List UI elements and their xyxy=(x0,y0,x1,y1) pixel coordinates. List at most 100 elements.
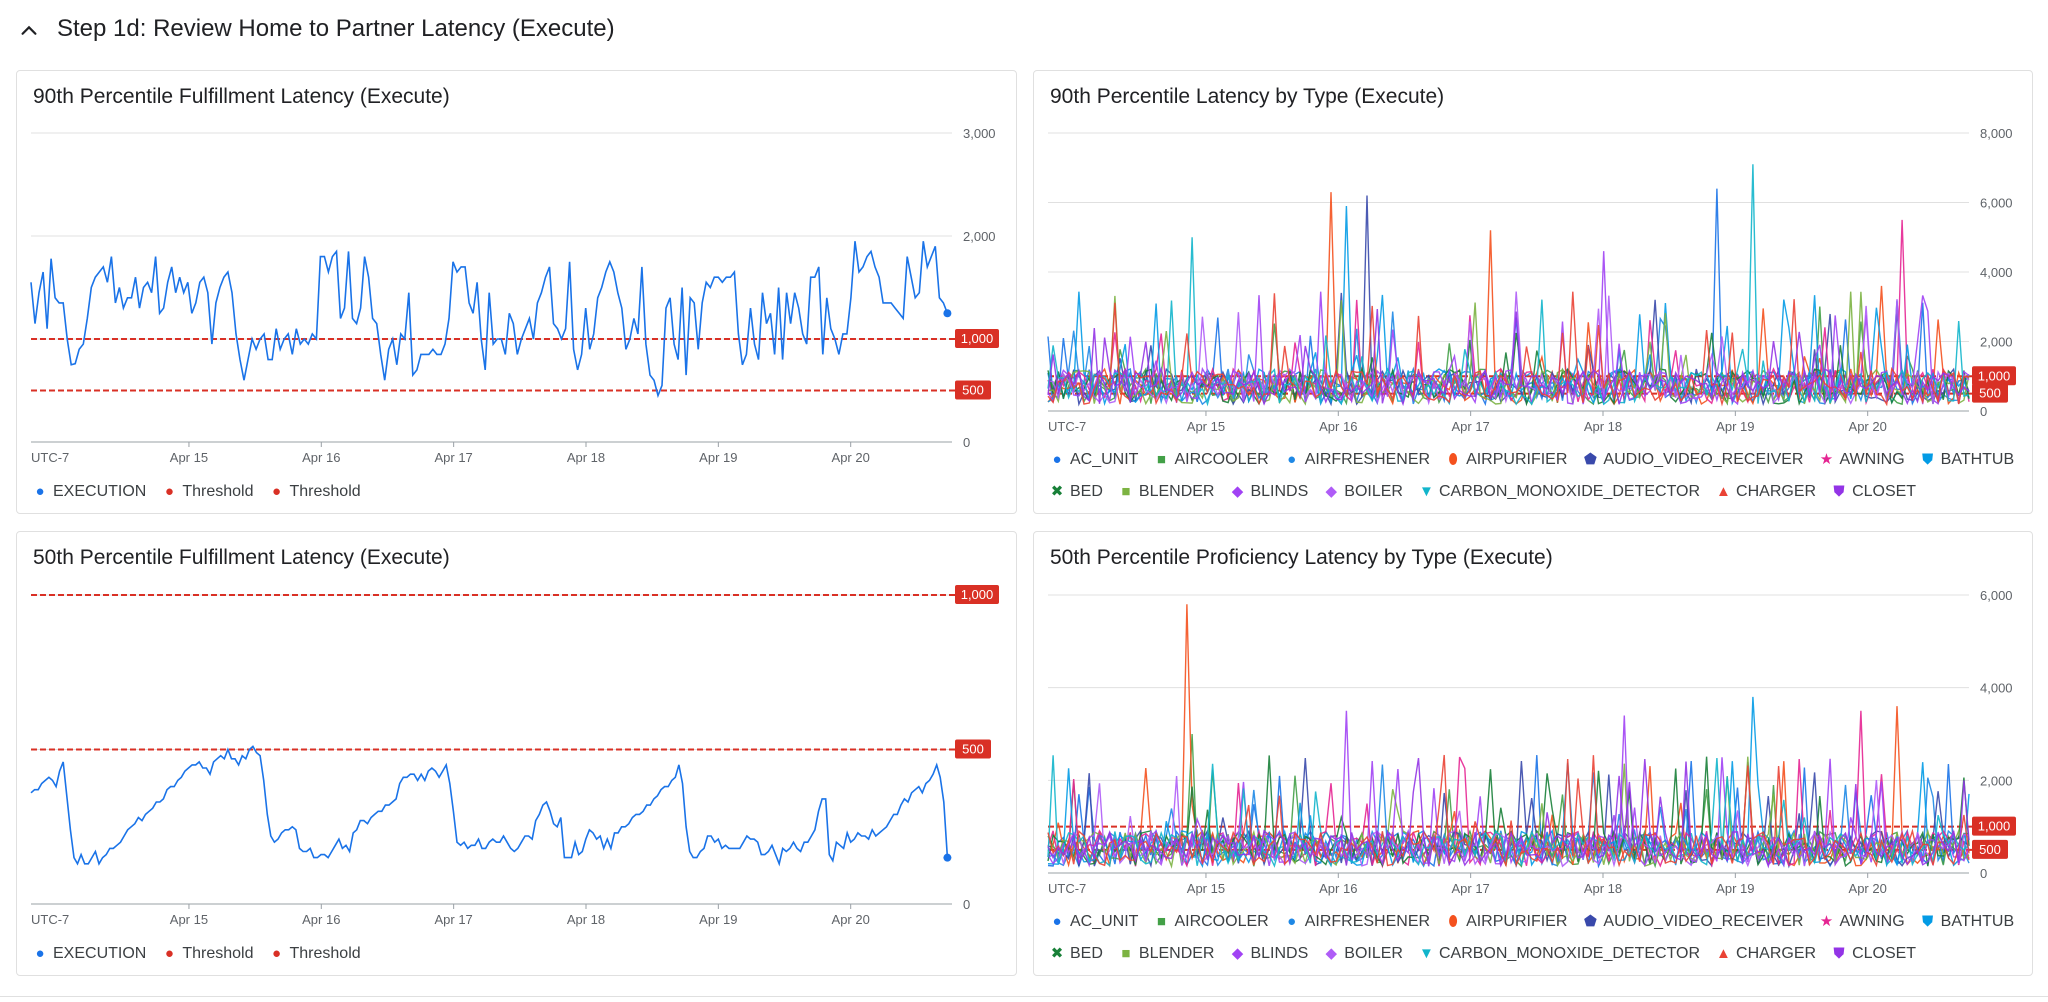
threshold-label: 1,000 xyxy=(961,587,994,602)
legend-item[interactable]: ▼ CARBON_MONOXIDE_DETECTOR xyxy=(1419,483,1700,501)
legend-item[interactable]: ▲ CHARGER xyxy=(1716,945,1816,963)
triangle-up-icon: ▲ xyxy=(1716,945,1731,962)
legend-item[interactable]: ⛊ BATHTUB xyxy=(1921,451,2014,469)
threshold-badge xyxy=(1972,816,2016,836)
legend-item[interactable]: ● AIRFRESHENER xyxy=(1285,451,1430,469)
y-tick-label: 0 xyxy=(963,897,970,912)
circle-icon: ● xyxy=(271,945,282,962)
chart-plot[interactable]: 1,000 500 0 UTC-7 Apr 15 Apr 16 Apr 17 Apr 18 Ap… xyxy=(17,532,1018,977)
y-tick-label: 8,000 xyxy=(1980,126,2013,141)
legend-item[interactable]: ⬮ AIRPURIFIER xyxy=(1446,913,1567,931)
square-icon: ■ xyxy=(1156,913,1166,930)
legend-item[interactable]: ● AC_UNIT xyxy=(1050,451,1138,469)
legend-item[interactable]: ■ BLENDER xyxy=(1119,945,1214,963)
legend-item[interactable]: ● Threshold xyxy=(270,483,361,501)
legend-item[interactable]: ◆ BOILER xyxy=(1324,945,1403,963)
chart-card-p50-fulfillment: 50th Percentile Fulfillment Latency (Exe… xyxy=(16,531,1017,976)
legend-item[interactable]: ◆ BLINDS xyxy=(1230,483,1309,501)
x-tick-label: Apr 18 xyxy=(1584,419,1622,434)
chart-card-p50-by-type: 50th Percentile Proficiency Latency by T… xyxy=(1033,531,2033,976)
shield-icon: ⛊ xyxy=(1833,945,1845,962)
x-tick-label: Apr 20 xyxy=(832,912,870,927)
chart-legend-row-1: ● AC_UNIT ■ AIRCOOLER ● AIRFRESHENER ⬮ AIRPURIF… xyxy=(1050,451,2030,469)
legend-item[interactable]: ● EXECUTION xyxy=(33,483,146,501)
legend-item[interactable]: ● AC_UNIT xyxy=(1050,913,1138,931)
legend-item[interactable]: ● Threshold xyxy=(270,945,361,963)
x-tick-label: Apr 15 xyxy=(1187,419,1225,434)
divider xyxy=(0,996,2048,997)
x-tick-label: Apr 16 xyxy=(302,450,340,465)
threshold-badge xyxy=(1972,366,2016,386)
legend-item[interactable]: ■ AIRCOOLER xyxy=(1154,913,1269,931)
circle-icon: ● xyxy=(1052,451,1062,468)
series-line-execution xyxy=(30,241,949,399)
threshold-badge xyxy=(1972,839,2008,859)
chart-plot[interactable]: 8,000 6,000 4,000 2,000 0 UTC-7 Apr 15 Apr 16 Ap… xyxy=(1034,71,2034,515)
legend-item[interactable]: ● AIRFRESHENER xyxy=(1285,913,1430,931)
x-timezone-label: UTC-7 xyxy=(1048,419,1086,434)
legend-label: EXECUTION xyxy=(53,945,147,962)
legend-label: AC_UNIT xyxy=(1070,451,1139,468)
y-tick-label: 3,000 xyxy=(963,126,996,141)
circle-icon: ● xyxy=(1287,913,1297,930)
diamond-icon: ◆ xyxy=(1325,483,1338,500)
shield-icon: ⛊ xyxy=(1922,913,1934,930)
x-tick-label: Apr 17 xyxy=(434,912,472,927)
threshold-badge xyxy=(955,380,991,400)
y-tick-label: 4,000 xyxy=(1980,265,2013,280)
shield-icon: ⛊ xyxy=(1922,451,1934,468)
chart-plot[interactable]: 6,000 4,000 2,000 0 UTC-7 Apr 15 Apr 16 Apr 17 A… xyxy=(1034,532,2034,977)
legend-label: BOILER xyxy=(1344,945,1403,962)
threshold-label: 500 xyxy=(1979,842,2001,857)
threshold-label: 500 xyxy=(962,383,984,398)
legend-label: Threshold xyxy=(182,945,254,962)
cross-icon: ✖ xyxy=(1050,945,1064,962)
legend-item[interactable]: ★ AWNING xyxy=(1819,913,1905,931)
legend-label: AIRFRESHENER xyxy=(1304,451,1431,468)
legend-item[interactable]: ■ AIRCOOLER xyxy=(1154,451,1269,469)
legend-item[interactable]: ▲ CHARGER xyxy=(1716,483,1816,501)
legend-item[interactable]: ◆ BLINDS xyxy=(1230,945,1309,963)
pin-icon: ⬮ xyxy=(1448,451,1458,468)
legend-item[interactable]: ⬟ AUDIO_VIDEO_RECEIVER xyxy=(1583,451,1804,469)
legend-item[interactable]: ▼ CARBON_MONOXIDE_DETECTOR xyxy=(1419,945,1700,963)
legend-item[interactable]: ⬮ AIRPURIFIER xyxy=(1446,451,1567,469)
legend-item[interactable]: ⛊ BATHTUB xyxy=(1921,913,2014,931)
star-icon: ★ xyxy=(1819,913,1834,930)
legend-item[interactable]: ⛊ CLOSET xyxy=(1832,945,1916,963)
legend-label: CHARGER xyxy=(1736,483,1817,500)
x-tick-label: Apr 15 xyxy=(1187,881,1225,896)
series-last-point xyxy=(943,309,952,318)
shield-icon: ⛊ xyxy=(1833,483,1845,500)
series-line-execution xyxy=(30,745,949,867)
legend-label: Threshold xyxy=(289,945,361,962)
legend-item[interactable]: ★ AWNING xyxy=(1819,451,1905,469)
legend-item[interactable]: ● Threshold xyxy=(162,483,254,501)
chart-plot[interactable]: 3,000 2,000 1,000 0 UTC-7 Apr 15 Apr 16 Apr 17 A… xyxy=(17,71,1018,515)
chart-title: 50th Percentile Proficiency Latency by T… xyxy=(1050,546,1553,569)
legend-item[interactable]: ⬟ AUDIO_VIDEO_RECEIVER xyxy=(1583,913,1804,931)
series-line-charger xyxy=(1047,291,1970,407)
legend-item[interactable]: ✖ BED xyxy=(1050,945,1103,963)
x-tick-label: Apr 19 xyxy=(699,450,737,465)
chevron-up-icon[interactable] xyxy=(18,20,40,42)
circle-icon: ● xyxy=(35,483,45,500)
legend-item[interactable]: ◆ BOILER xyxy=(1324,483,1403,501)
series-line-carbon-monoxide-detector xyxy=(1047,164,1970,407)
x-tick-label: Apr 20 xyxy=(1849,881,1887,896)
legend-item[interactable]: ● Threshold xyxy=(162,945,254,963)
chart-legend-row-1: ● AC_UNIT ■ AIRCOOLER ● AIRFRESHENER ⬮ AIRPURIF… xyxy=(1050,913,2030,931)
legend-label: AIRFRESHENER xyxy=(1304,913,1431,930)
legend-item[interactable]: ✖ BED xyxy=(1050,483,1103,501)
legend-label: AIRCOOLER xyxy=(1174,451,1269,468)
pentagon-icon: ⬟ xyxy=(1583,913,1597,930)
legend-item[interactable]: ● EXECUTION xyxy=(33,945,146,963)
x-tick-label: Apr 16 xyxy=(1319,881,1357,896)
legend-label: Threshold xyxy=(289,483,361,500)
legend-item[interactable]: ⛊ CLOSET xyxy=(1832,483,1916,501)
y-tick-label: 6,000 xyxy=(1980,588,2013,603)
legend-item[interactable]: ■ BLENDER xyxy=(1119,483,1214,501)
legend-label: BATHTUB xyxy=(1940,451,2015,468)
x-timezone-label: UTC-7 xyxy=(31,912,69,927)
x-tick-label: Apr 19 xyxy=(699,912,737,927)
